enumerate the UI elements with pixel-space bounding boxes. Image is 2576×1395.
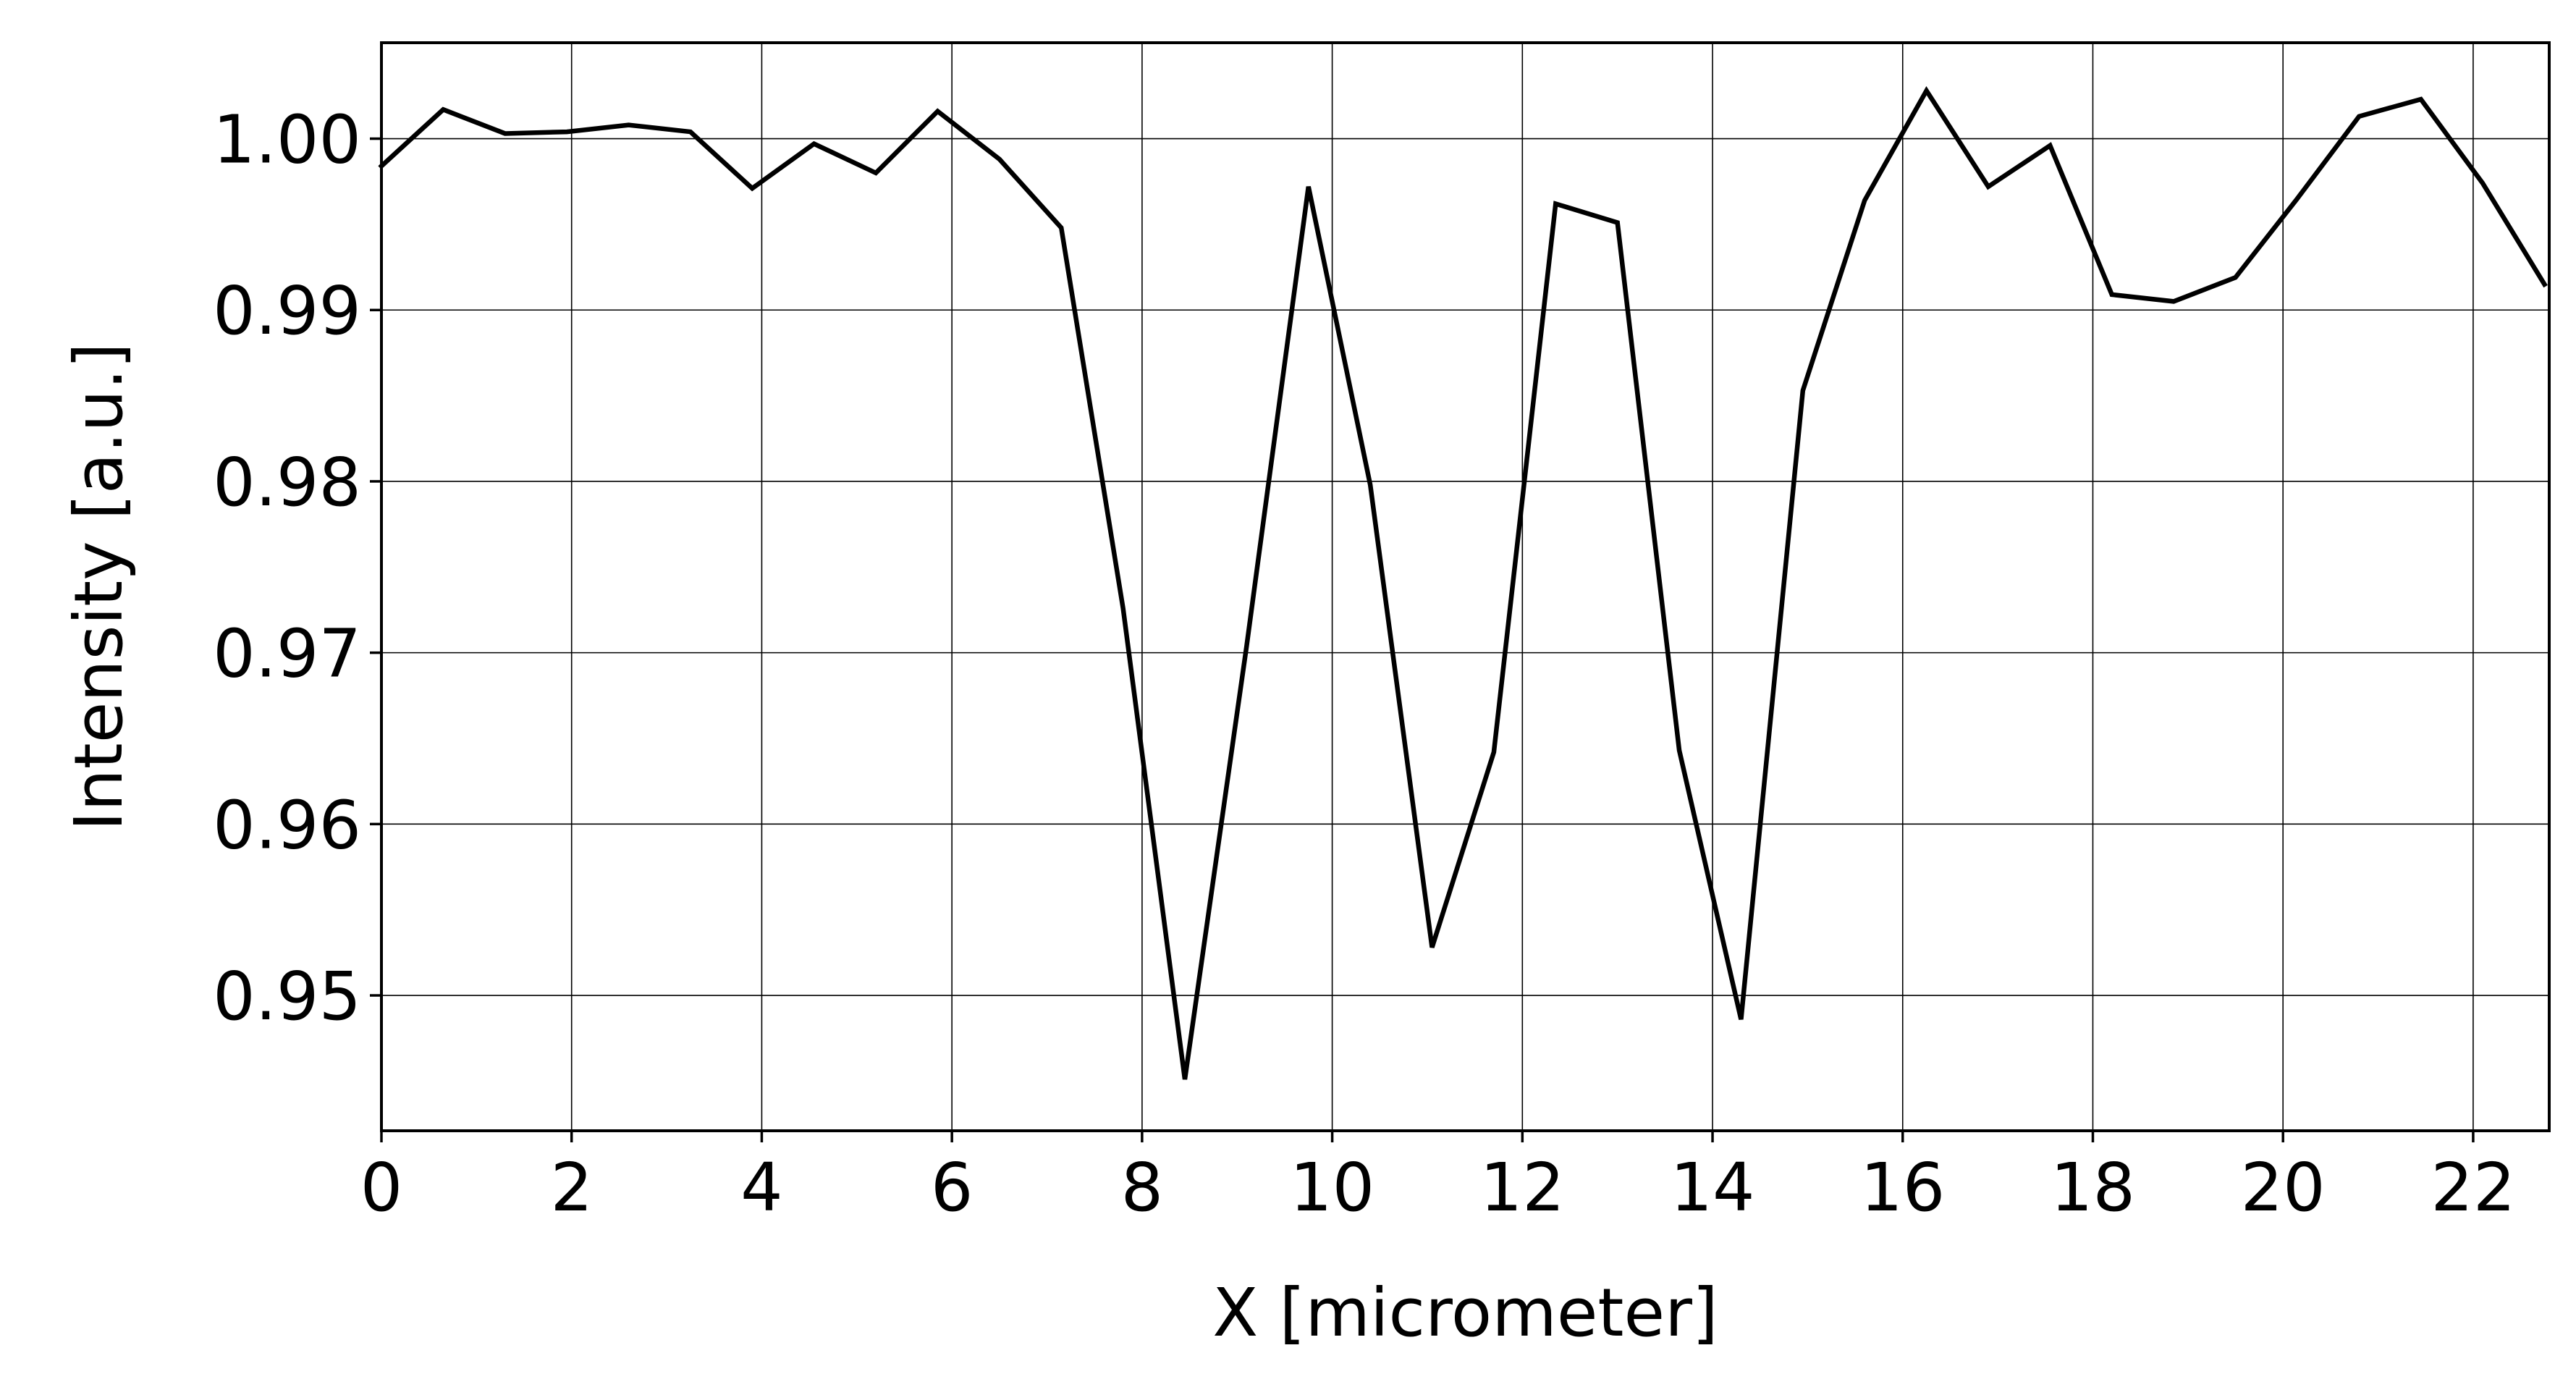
plot-frame <box>380 41 2551 1132</box>
y-tick-label: 0.95 <box>213 958 361 1035</box>
x-tick-label: 14 <box>1670 1149 1754 1226</box>
series-line <box>378 85 2548 1080</box>
x-tick-label: 16 <box>1860 1149 1945 1226</box>
x-tick-label: 22 <box>2431 1149 2515 1226</box>
y-axis-label: Intensity [a.u.] <box>60 342 138 831</box>
series-group <box>378 85 2548 1080</box>
x-tick-label: 8 <box>1121 1149 1164 1226</box>
x-tick-label: 6 <box>931 1149 974 1226</box>
x-axis-label: X [micrometer] <box>1212 1274 1718 1352</box>
axis-ticks: 0 2 4 6 8 10 12 14 16 18 20 22 0.95 0.96 0.97 0.98 0.99 1… <box>213 101 2515 1226</box>
x-tick-label: 10 <box>1290 1149 1374 1226</box>
x-tick-label: 0 <box>360 1149 403 1226</box>
y-tick-label: 0.97 <box>213 615 361 693</box>
y-tick-label: 0.99 <box>213 272 361 350</box>
grid-lines <box>381 43 2549 1131</box>
x-tick-label: 12 <box>1480 1149 1565 1226</box>
y-tick-label: 1.00 <box>213 101 361 179</box>
x-tick-label: 20 <box>2241 1149 2326 1226</box>
x-tick-label: 2 <box>550 1149 593 1226</box>
x-tick-label: 4 <box>740 1149 783 1226</box>
y-tick-label: 0.96 <box>213 786 361 864</box>
y-tick-label: 0.98 <box>213 444 361 521</box>
x-tick-label: 18 <box>2051 1149 2135 1226</box>
